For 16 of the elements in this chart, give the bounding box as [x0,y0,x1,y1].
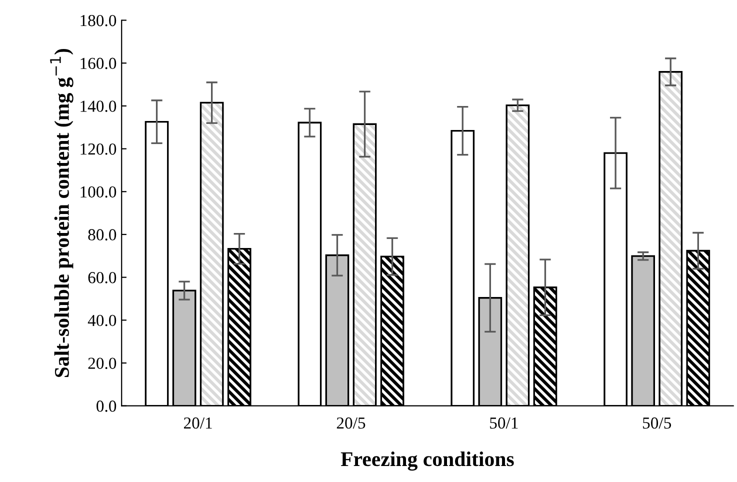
x-tick-label: 20/1 [184,417,212,429]
y-tick-label: 60.0 [88,272,116,284]
y-tick-label: 100.0 [80,186,116,198]
y-tick-label: 20.0 [88,358,116,370]
y-tick-label: 120.0 [80,143,116,155]
x-axis-title: Freezing conditions [340,452,514,471]
y-tick-label: 160.0 [80,58,116,70]
x-tick-label: 50/5 [643,417,672,429]
y-tick-label: 40.0 [88,314,116,326]
y-axis-title: Salt-soluble protein content (mg g$^{−1}$) [50,48,74,378]
y-tick-label: 0.0 [96,400,116,412]
y-tick-label: 180.0 [80,14,116,26]
y-tick-label: 140.0 [80,100,116,112]
y-tick-label: 80.0 [88,229,116,240]
x-tick-label: 20/5 [336,417,366,429]
x-tick-label: 50/1 [490,417,518,429]
